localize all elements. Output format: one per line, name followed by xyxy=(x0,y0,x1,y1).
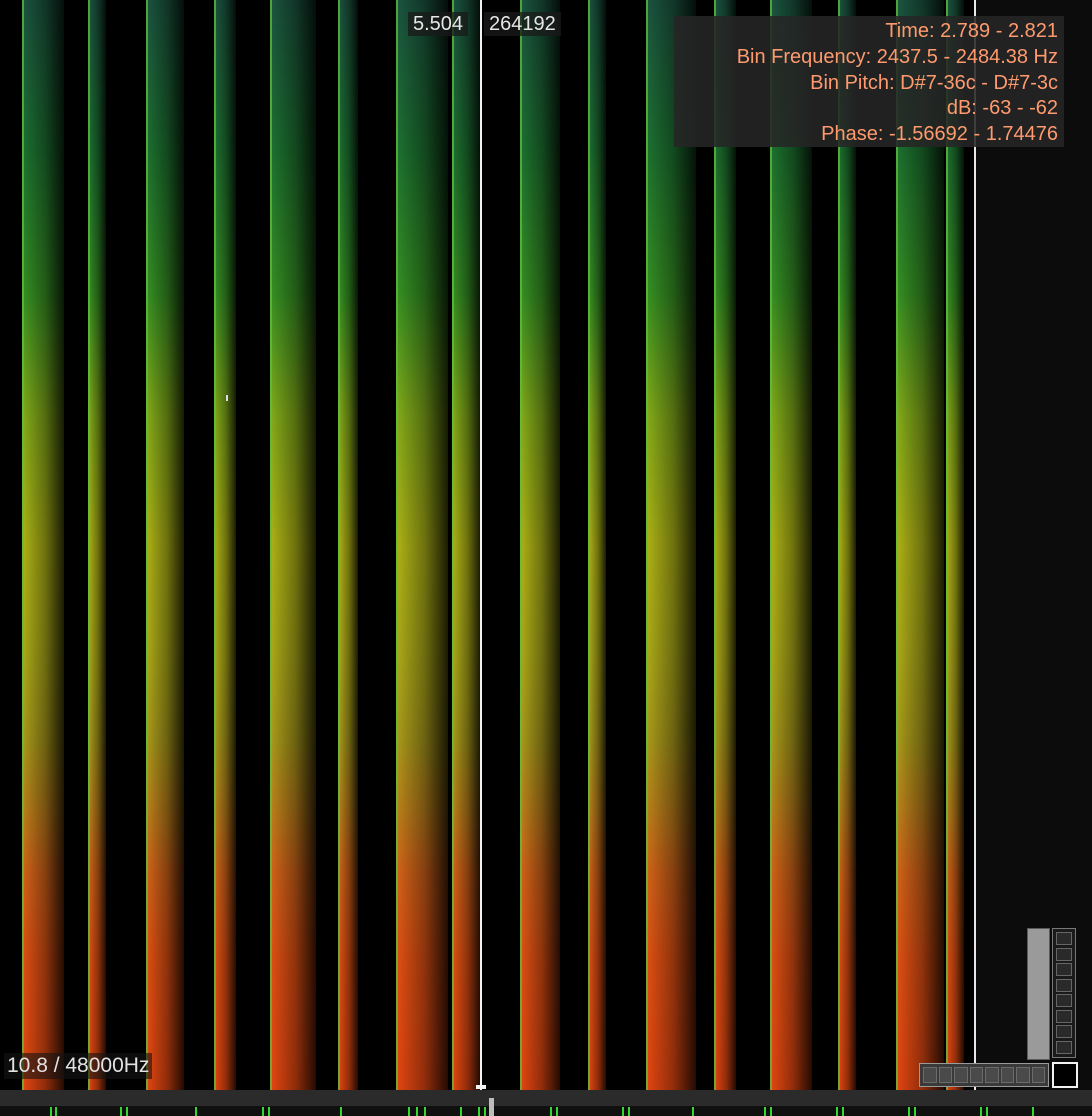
spectrum-band xyxy=(452,0,480,1090)
timeline-tick xyxy=(628,1107,630,1116)
playhead-sample: 264192 xyxy=(484,12,561,36)
timeline-tick xyxy=(908,1107,910,1116)
spectrum-band xyxy=(646,0,696,1090)
level-meter-right xyxy=(1052,928,1076,1058)
timeline-tick xyxy=(622,1107,624,1116)
timeline-tick xyxy=(556,1107,558,1116)
playhead-time: 5.504 xyxy=(408,12,469,36)
spectrum-band xyxy=(588,0,606,1090)
timeline-tick xyxy=(262,1107,264,1116)
meter-segment xyxy=(1056,947,1072,961)
timeline-tick xyxy=(478,1107,480,1116)
timeline-tick xyxy=(550,1107,552,1116)
timeline-tick xyxy=(484,1107,486,1116)
spectrum-band xyxy=(896,0,944,1090)
info-bin-frequency: Bin Frequency: 2437.5 - 2484.38 Hz xyxy=(736,45,1058,68)
timeline-tick xyxy=(55,1107,57,1116)
timeline-tick xyxy=(692,1107,694,1116)
timeline-tick xyxy=(460,1107,462,1116)
timeline-tick xyxy=(980,1107,982,1116)
timeline-tick xyxy=(1032,1107,1034,1116)
timeline-tick xyxy=(836,1107,838,1116)
info-time: Time: 2.789 - 2.821 xyxy=(885,20,1058,42)
timeline-tick xyxy=(50,1107,52,1116)
spectrum-band xyxy=(22,0,64,1090)
timeline-tick xyxy=(424,1107,426,1116)
zoom-strip-icon[interactable] xyxy=(919,1063,1049,1087)
meter-segment xyxy=(1056,1009,1072,1023)
timeline-tick xyxy=(408,1107,410,1116)
spectrum-band xyxy=(838,0,856,1090)
spectrum-band xyxy=(214,0,236,1090)
meter-segment xyxy=(1056,963,1072,976)
playhead-line[interactable] xyxy=(480,0,482,1090)
zoom-cell xyxy=(1016,1067,1030,1083)
timeline-tick xyxy=(268,1107,270,1116)
zoom-cell xyxy=(923,1067,937,1083)
info-bin-pitch: Bin Pitch: D#7-36c - D#7-3c xyxy=(810,71,1058,94)
timeline-tick xyxy=(842,1107,844,1116)
meter-segment xyxy=(1056,994,1072,1007)
zoom-cell xyxy=(1031,1067,1045,1083)
meter-segment xyxy=(1056,932,1072,945)
fullscreen-icon[interactable] xyxy=(1052,1062,1078,1088)
info-panel: Time: 2.789 - 2.821 Bin Frequency: 2437.… xyxy=(674,16,1064,147)
spectrum-band xyxy=(270,0,316,1090)
spectrum-band xyxy=(396,0,448,1090)
meter-segment xyxy=(1056,1040,1072,1054)
zoom-cell xyxy=(954,1067,968,1083)
empty-region xyxy=(976,0,1092,1090)
info-phase: Phase: -1.56692 - 1.74476 xyxy=(821,123,1058,146)
sample-rate-label: 10.8 / 48000Hz xyxy=(4,1053,153,1079)
playhead-handle[interactable] xyxy=(476,1085,486,1089)
cursor-marker xyxy=(226,395,228,401)
zoom-cell xyxy=(938,1067,952,1083)
spectrum-band xyxy=(88,0,106,1090)
timeline-tick xyxy=(416,1107,418,1116)
spectrum-band xyxy=(338,0,358,1090)
timeline-tick xyxy=(126,1107,128,1116)
level-meter-left xyxy=(1027,928,1050,1060)
timeline-tick xyxy=(986,1107,988,1116)
timeline-tick xyxy=(195,1107,197,1116)
spectrum-band xyxy=(946,0,964,1090)
spectrogram-view[interactable] xyxy=(0,0,1092,1090)
info-db: dB: -63 - -62 xyxy=(946,97,1058,120)
timeline-track[interactable] xyxy=(0,1106,1092,1116)
selection-end-line[interactable] xyxy=(974,0,976,1090)
spectrum-band xyxy=(714,0,736,1090)
timeline-scrollbar[interactable] xyxy=(0,1090,1092,1116)
timeline-tick xyxy=(340,1107,342,1116)
zoom-cell xyxy=(969,1067,983,1083)
timeline-tick xyxy=(770,1107,772,1116)
spectrum-band xyxy=(520,0,560,1090)
timeline-tick xyxy=(120,1107,122,1116)
zoom-cell xyxy=(1000,1067,1014,1083)
timeline-position-marker[interactable] xyxy=(489,1098,494,1116)
spectrogram-bands xyxy=(22,0,964,1090)
spectrum-band xyxy=(146,0,184,1090)
spectrum-band xyxy=(770,0,812,1090)
timeline-tick xyxy=(914,1107,916,1116)
meter-segment xyxy=(1056,978,1072,992)
timeline-tick xyxy=(764,1107,766,1116)
zoom-cell xyxy=(985,1067,999,1083)
meter-segment xyxy=(1056,1025,1072,1038)
